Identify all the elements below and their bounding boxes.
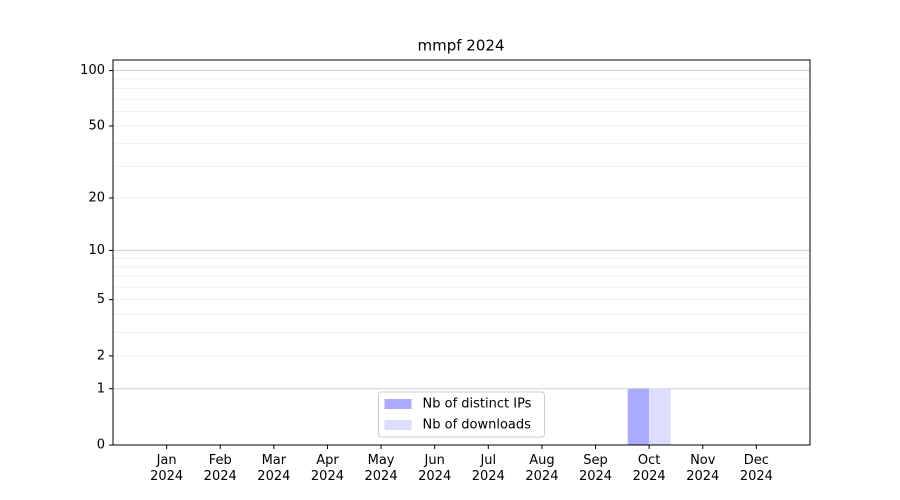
x-tick-label: Jul 2024 [471, 453, 505, 484]
legend-label: Nb of downloads [423, 418, 532, 433]
x-tick-label: Jun 2024 [418, 453, 452, 484]
legend-swatch [384, 420, 412, 430]
y-tick-label: 100 [80, 63, 105, 78]
y-tick-label: 20 [88, 190, 105, 205]
y-tick-label: 2 [97, 348, 105, 363]
x-tick-label: May 2024 [364, 453, 398, 484]
x-tick-label: Apr 2024 [310, 453, 344, 484]
x-tick-label: Mar 2024 [257, 453, 291, 484]
x-tick-label: Jan 2024 [150, 453, 184, 484]
x-tick-label: Feb 2024 [203, 453, 237, 484]
legend: Nb of distinct IPs Nb of downloads [378, 391, 545, 438]
bar [649, 388, 671, 445]
y-tick-label: 0 [97, 438, 105, 453]
x-tick-label: Oct 2024 [632, 453, 666, 484]
legend-label: Nb of distinct IPs [423, 397, 532, 412]
x-tick-label: Dec 2024 [739, 453, 773, 484]
y-tick-label: 50 [88, 118, 105, 133]
y-tick-label: 1 [97, 381, 105, 396]
x-tick-label: Aug 2024 [525, 453, 559, 484]
x-tick-label: Nov 2024 [686, 453, 720, 484]
chart-title: mmpf 2024 [418, 37, 505, 55]
plot-frame [112, 59, 811, 446]
x-tick-label: Sep 2024 [578, 453, 613, 484]
bar [627, 388, 650, 445]
legend-swatch [384, 399, 412, 409]
y-tick-label: 5 [97, 292, 105, 307]
y-tick-label: 10 [88, 243, 105, 258]
legend-box [378, 391, 545, 438]
